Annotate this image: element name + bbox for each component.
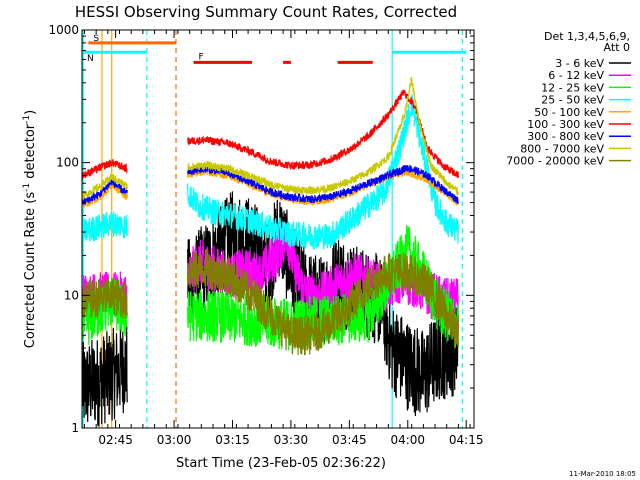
y-tick-label: 10 — [64, 288, 79, 302]
series-line — [187, 77, 459, 197]
flag-label: S — [93, 34, 99, 44]
series-line — [187, 164, 459, 205]
x-tick-label: 03:45 — [332, 433, 367, 447]
flag-bars: SN F — [82, 34, 467, 64]
legend-label: 3 - 6 keV — [555, 57, 604, 70]
series-line — [81, 277, 128, 346]
series-line — [81, 276, 128, 319]
legend-title-line2: Att 0 — [604, 41, 630, 54]
footer-timestamp: 11-Mar-2010 18:05 — [569, 470, 636, 478]
y-tick-label: 1 — [71, 421, 79, 435]
legend-title-line1: Det 1,3,4,5,6,9, — [544, 30, 630, 43]
x-tick-label: 03:15 — [215, 433, 250, 447]
x-axis-label: Start Time (23-Feb-05 02:36:22) — [176, 456, 386, 471]
series-line — [187, 94, 459, 250]
flag-label: N — [87, 54, 94, 64]
y-tick-label: 1000 — [48, 23, 79, 37]
x-tick-label: 04:00 — [390, 433, 425, 447]
x-axis: 02:45 03:00 03:15 03:30 03:45 04:00 04:15 — [83, 30, 484, 447]
series-line — [81, 211, 128, 244]
legend-label: 25 - 50 keV — [541, 94, 604, 107]
plot-frame — [81, 29, 475, 429]
series-line — [81, 159, 128, 180]
x-tick-label: 03:30 — [274, 433, 309, 447]
series-line — [187, 249, 459, 356]
y-tick-label: 100 — [56, 156, 79, 170]
flag-label: F — [199, 52, 204, 62]
x-tick-label: 04:15 — [449, 433, 484, 447]
series-group — [81, 77, 459, 427]
legend-label: 800 - 7000 keV — [520, 142, 604, 155]
series-line — [81, 179, 128, 205]
series-line — [187, 89, 459, 179]
x-tick-label: 02:45 — [98, 433, 133, 447]
series-line — [81, 325, 128, 427]
chart-title: HESSI Observing Summary Count Rates, Cor… — [75, 3, 457, 21]
y-axis-label: Corrected Count Rate (s-1 detector-1) — [22, 110, 38, 348]
x-tick-label: 03:00 — [157, 433, 192, 447]
legend-label: 12 - 25 keV — [541, 81, 604, 94]
series-line — [81, 172, 128, 200]
legend-label: 6 - 12 keV — [548, 69, 604, 82]
legend-label: 100 - 300 keV — [527, 118, 604, 131]
y-axis: 1 10 100 1000 — [48, 23, 474, 435]
legend-label: 7000 - 20000 keV — [506, 155, 604, 168]
legend-label: 50 - 100 keV — [534, 106, 604, 119]
legend-label: 300 - 800 keV — [527, 130, 604, 143]
